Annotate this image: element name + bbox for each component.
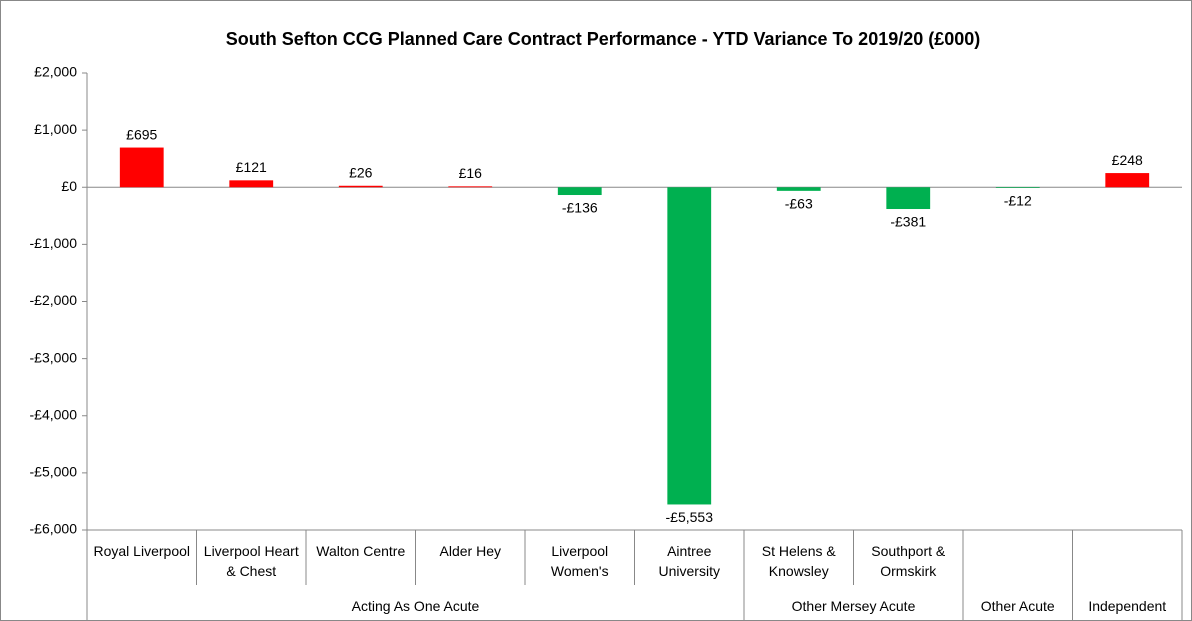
x-tick-label: Aintree University — [658, 543, 720, 579]
group-label: Acting As One Acute — [351, 598, 480, 614]
y-tick-label: -£5,000 — [30, 464, 78, 480]
bar — [886, 187, 931, 210]
y-tick-label: -£6,000 — [30, 521, 78, 537]
group-label: Other Mersey Acute — [791, 598, 916, 614]
x-tick-label: Southport & Ormskirk — [871, 543, 946, 579]
bar — [995, 187, 1040, 188]
y-tick-label: £0 — [61, 178, 77, 194]
x-tick-label: Alder Hey — [439, 543, 501, 559]
y-tick-label: -£4,000 — [30, 406, 78, 422]
value-label: -£12 — [1004, 193, 1032, 209]
x-tick-label: Liverpool Women's — [550, 543, 609, 579]
value-label: -£5,553 — [666, 509, 714, 525]
group-label: Independent — [1088, 598, 1167, 614]
value-label: -£381 — [890, 214, 926, 230]
y-tick-label: -£1,000 — [30, 235, 78, 251]
y-tick-label: £2,000 — [34, 64, 77, 80]
chart-title: South Sefton CCG Planned Care Contract P… — [226, 29, 981, 49]
bar — [776, 187, 821, 191]
value-label: -£63 — [785, 196, 813, 212]
bar — [229, 180, 274, 188]
bar — [448, 186, 493, 188]
y-tick-label: -£3,000 — [30, 349, 78, 365]
x-tick-label: Royal Liverpool — [93, 543, 191, 559]
bar — [338, 185, 383, 188]
x-tick-label: St Helens & Knowsley — [761, 543, 836, 579]
bar — [119, 147, 164, 188]
bar — [667, 187, 712, 505]
value-label: £695 — [126, 126, 157, 142]
bar — [557, 187, 602, 196]
group-label: Other Acute — [980, 598, 1055, 614]
x-tick-label: Walton Centre — [316, 543, 406, 559]
y-tick-label: £1,000 — [34, 121, 77, 137]
x-tick-label: Liverpool Heart & Chest — [203, 543, 299, 579]
value-label: £16 — [459, 165, 483, 181]
y-tick-label: -£2,000 — [30, 292, 78, 308]
value-label: -£136 — [562, 200, 598, 216]
value-label: £248 — [1112, 152, 1143, 168]
value-label: £121 — [236, 159, 267, 175]
bar — [1105, 173, 1150, 188]
value-label: £26 — [349, 164, 373, 180]
